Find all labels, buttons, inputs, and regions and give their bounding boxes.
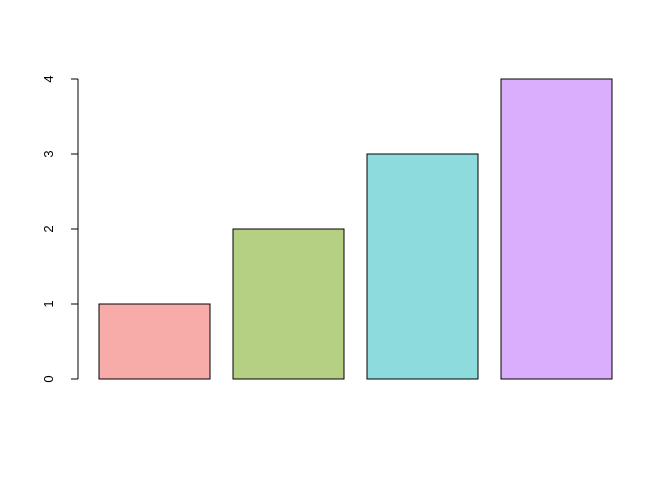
y-tick-label-0: 0 [41,375,56,382]
y-tick-label-2: 2 [41,225,56,232]
bar-2 [232,228,345,380]
y-tick-label-1: 1 [41,300,56,307]
y-axis: 0 1 2 3 4 [41,75,79,383]
bar-4 [500,78,613,380]
bars-group [98,78,613,380]
y-tick-label-3: 3 [41,150,56,157]
y-tick-label-4: 4 [41,75,56,82]
bar-1 [98,303,211,380]
bar-3 [366,153,479,380]
